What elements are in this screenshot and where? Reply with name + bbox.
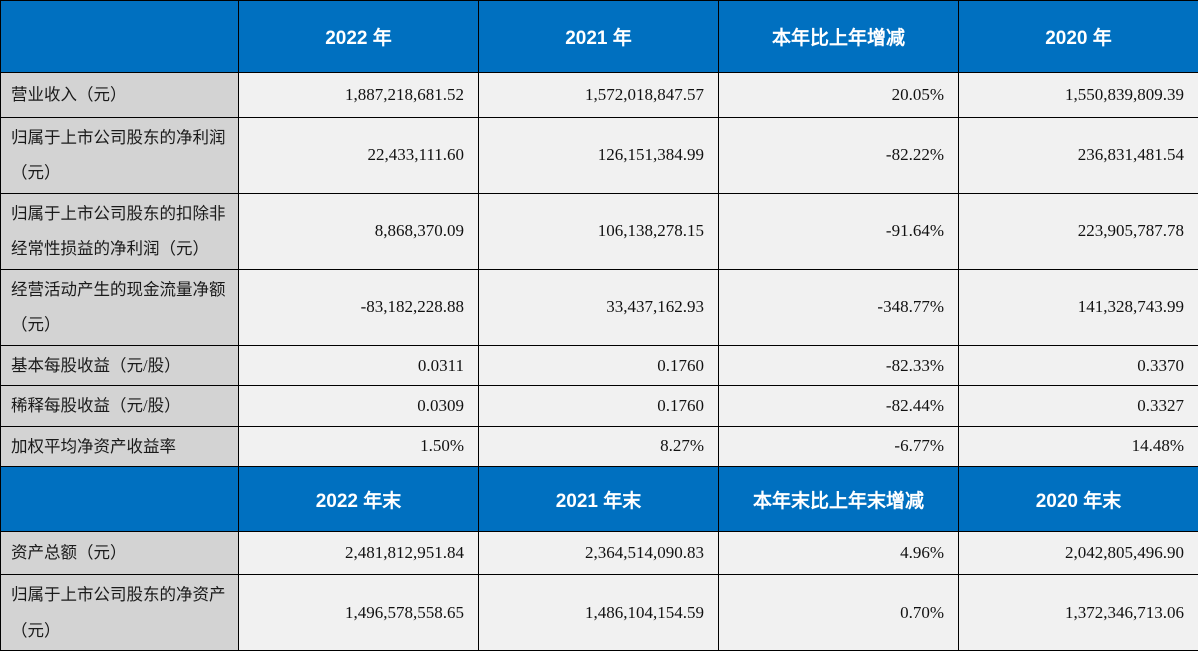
- value-2022: 0.0309: [239, 386, 479, 426]
- value-2022: 1.50%: [239, 426, 479, 466]
- table-row-basic-eps: 基本每股收益（元/股） 0.0311 0.1760 -82.33% 0.3370: [1, 345, 1198, 385]
- value-2021: 8.27%: [479, 426, 719, 466]
- value-2022: 8,868,370.09: [239, 193, 479, 269]
- value-2020: 1,372,346,713.06: [959, 575, 1198, 651]
- value-change: -91.64%: [719, 193, 959, 269]
- row-label: 稀释每股收益（元/股）: [1, 386, 239, 426]
- yearend-corner-cell: [1, 467, 239, 532]
- row-label: 基本每股收益（元/股）: [1, 345, 239, 385]
- annual-col-header-2021: 2021 年: [479, 1, 719, 73]
- value-2020: 14.48%: [959, 426, 1198, 466]
- value-2020: 2,042,805,496.90: [959, 532, 1198, 575]
- value-2020: 141,328,743.99: [959, 269, 1198, 345]
- annual-corner-cell: [1, 1, 239, 73]
- table-row-net-profit-deducted: 归属于上市公司股东的扣除非经常性损益的净利润（元） 8,868,370.09 1…: [1, 193, 1198, 269]
- row-label: 加权平均净资产收益率: [1, 426, 239, 466]
- value-2021: 1,486,104,154.59: [479, 575, 719, 651]
- value-2020: 236,831,481.54: [959, 118, 1198, 194]
- financial-summary: 2022 年 2021 年 本年比上年增减 2020 年 营业收入（元） 1,8…: [0, 0, 1198, 622]
- value-2022: 1,496,578,558.65: [239, 575, 479, 651]
- row-label: 营业收入（元）: [1, 73, 239, 118]
- row-label: 归属于上市公司股东的净资产（元）: [1, 575, 239, 651]
- value-change: 20.05%: [719, 73, 959, 118]
- value-2021: 106,138,278.15: [479, 193, 719, 269]
- row-label: 归属于上市公司股东的扣除非经常性损益的净利润（元）: [1, 193, 239, 269]
- annual-col-header-2020: 2020 年: [959, 1, 1198, 73]
- value-2021: 2,364,514,090.83: [479, 532, 719, 575]
- value-2020: 0.3370: [959, 345, 1198, 385]
- row-label: 经营活动产生的现金流量净额（元）: [1, 269, 239, 345]
- value-2022: 22,433,111.60: [239, 118, 479, 194]
- value-2021: 126,151,384.99: [479, 118, 719, 194]
- value-2020: 1,550,839,809.39: [959, 73, 1198, 118]
- value-2022: -83,182,228.88: [239, 269, 479, 345]
- yearend-col-header-2022: 2022 年末: [239, 467, 479, 532]
- table-row-revenue: 营业收入（元） 1,887,218,681.52 1,572,018,847.5…: [1, 73, 1198, 118]
- value-change: -82.33%: [719, 345, 959, 385]
- yearend-col-header-change: 本年末比上年末增减: [719, 467, 959, 532]
- value-2020: 0.3327: [959, 386, 1198, 426]
- table-row-total-assets: 资产总额（元） 2,481,812,951.84 2,364,514,090.8…: [1, 532, 1198, 575]
- value-change: -6.77%: [719, 426, 959, 466]
- value-2020: 223,905,787.78: [959, 193, 1198, 269]
- table-row-net-assets: 归属于上市公司股东的净资产（元） 1,496,578,558.65 1,486,…: [1, 575, 1198, 651]
- annual-col-header-2022: 2022 年: [239, 1, 479, 73]
- value-2022: 1,887,218,681.52: [239, 73, 479, 118]
- value-2021: 1,572,018,847.57: [479, 73, 719, 118]
- value-change: -82.44%: [719, 386, 959, 426]
- table-row-operating-cash-flow: 经营活动产生的现金流量净额（元） -83,182,228.88 33,437,1…: [1, 269, 1198, 345]
- value-2022: 2,481,812,951.84: [239, 532, 479, 575]
- row-label: 归属于上市公司股东的净利润（元）: [1, 118, 239, 194]
- value-2021: 0.1760: [479, 386, 719, 426]
- value-2022: 0.0311: [239, 345, 479, 385]
- table-row-weighted-roe: 加权平均净资产收益率 1.50% 8.27% -6.77% 14.48%: [1, 426, 1198, 466]
- yearend-col-header-2021: 2021 年末: [479, 467, 719, 532]
- table-row-diluted-eps: 稀释每股收益（元/股） 0.0309 0.1760 -82.44% 0.3327: [1, 386, 1198, 426]
- row-label: 资产总额（元）: [1, 532, 239, 575]
- yearend-header-row: 2022 年末 2021 年末 本年末比上年末增减 2020 年末: [1, 467, 1198, 532]
- table-row-net-profit: 归属于上市公司股东的净利润（元） 22,433,111.60 126,151,3…: [1, 118, 1198, 194]
- value-2021: 33,437,162.93: [479, 269, 719, 345]
- value-change: 4.96%: [719, 532, 959, 575]
- value-2021: 0.1760: [479, 345, 719, 385]
- annual-col-header-change: 本年比上年增减: [719, 1, 959, 73]
- annual-header-row: 2022 年 2021 年 本年比上年增减 2020 年: [1, 1, 1198, 73]
- yearend-col-header-2020: 2020 年末: [959, 467, 1198, 532]
- value-change: -82.22%: [719, 118, 959, 194]
- value-change: 0.70%: [719, 575, 959, 651]
- value-change: -348.77%: [719, 269, 959, 345]
